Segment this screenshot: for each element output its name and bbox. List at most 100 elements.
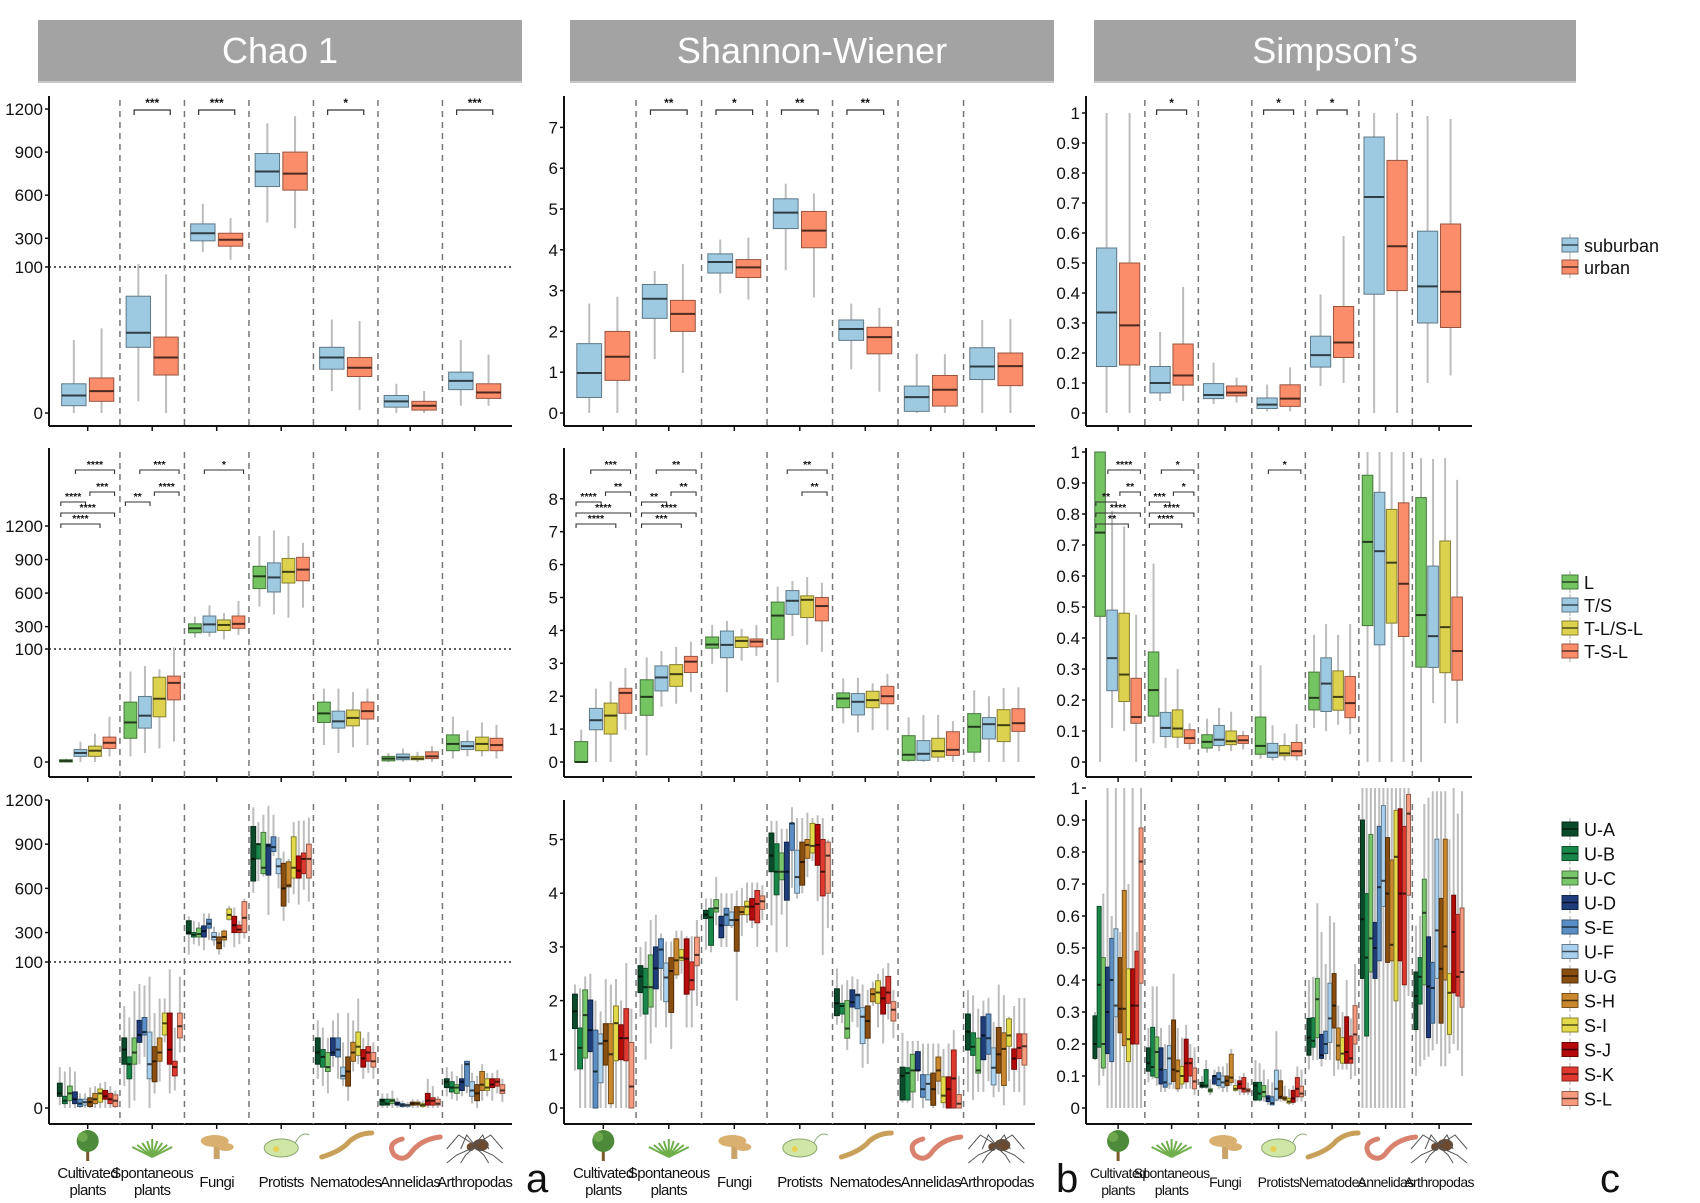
box-U-B — [1417, 957, 1423, 1005]
box-T-S-L — [1397, 502, 1410, 637]
box-suburban — [125, 295, 152, 348]
box-U-D — [980, 1016, 987, 1061]
box-U-C — [975, 1037, 982, 1074]
box-S-J — [295, 855, 302, 879]
box-S-E — [141, 1016, 148, 1036]
significance-label: * — [1176, 459, 1181, 471]
box-T-S-L — [1290, 741, 1303, 757]
box-U-B — [1310, 1017, 1316, 1048]
box-S-E — [920, 1074, 926, 1098]
box-T/S — [1266, 742, 1279, 758]
box-U-A — [768, 832, 775, 873]
significance-bracket — [640, 512, 697, 517]
box-L — [1147, 651, 1160, 717]
box-suburban — [1416, 230, 1439, 324]
x-category-label: Nematodes — [310, 1174, 381, 1191]
box-S-K — [819, 839, 826, 897]
significance-bracket — [133, 109, 171, 115]
box-S-L — [759, 895, 766, 910]
box-T/S — [1213, 724, 1225, 747]
significance-bracket — [1095, 512, 1141, 517]
y-tick-label: 600 — [15, 879, 43, 898]
box-S-L — [1406, 793, 1412, 896]
nematode-body — [1305, 1130, 1361, 1160]
y-tick-label: 0.1 — [1056, 1067, 1080, 1086]
protist-nucleus — [791, 1146, 798, 1152]
box-U-G — [151, 1046, 158, 1083]
box-U-F — [990, 1047, 997, 1086]
box-L — [705, 636, 720, 649]
box-U-C — [778, 852, 785, 881]
box-U-G — [1278, 1080, 1284, 1099]
box-S-I — [744, 900, 750, 916]
spider-leg — [474, 1146, 504, 1164]
x-category-label: plants — [1155, 1182, 1189, 1198]
box-suburban — [1363, 136, 1385, 295]
tree-icon — [592, 1130, 615, 1161]
box-S-E — [592, 1029, 599, 1109]
box-U-A — [185, 920, 192, 935]
box-S-L — [1459, 907, 1465, 1008]
box-urban — [88, 377, 115, 402]
significance-bracket — [655, 469, 697, 474]
box-S-I — [940, 1076, 947, 1104]
box-urban — [866, 326, 893, 355]
significance-bracket — [590, 469, 632, 474]
x-category-label: Fungi — [1209, 1174, 1242, 1190]
box-U-A — [250, 826, 257, 882]
grass-icon — [131, 1139, 173, 1158]
box-U-B — [839, 1002, 846, 1015]
y-tick-label: 0.7 — [1056, 194, 1080, 213]
box-S-J — [1344, 1016, 1350, 1064]
significance-label: **** — [72, 513, 89, 525]
box-urban — [1225, 385, 1248, 397]
box-S-H — [1000, 1032, 1007, 1086]
spider-icon — [967, 1134, 1025, 1164]
box-S-K — [1348, 1035, 1354, 1064]
box-S-H — [1442, 838, 1448, 981]
legend-label: S-H — [1584, 992, 1615, 1012]
x-category-label: Arthropodas — [959, 1174, 1034, 1191]
y-tick-label: 0.5 — [1056, 598, 1080, 617]
grass-icon — [648, 1139, 690, 1158]
spider-leg — [967, 1134, 997, 1150]
mushroom-stem — [731, 1143, 738, 1159]
box-S-I — [613, 1005, 619, 1062]
mushroom-cap-small — [1226, 1143, 1243, 1151]
y-tick-label: 0 — [34, 753, 43, 772]
grass-blade — [151, 1146, 173, 1158]
y-tick-label: 0.6 — [1056, 907, 1080, 926]
significance-label: *** — [96, 481, 109, 493]
significance-label: * — [1330, 96, 1335, 110]
y-tick-label: 0 — [1071, 1099, 1080, 1118]
significance-bracket — [74, 469, 116, 474]
spider-leg — [996, 1146, 1025, 1164]
box-U-B — [773, 843, 780, 896]
nematode-icon — [838, 1130, 894, 1160]
box-S-H — [738, 906, 745, 916]
significance-label: ** — [810, 481, 819, 493]
box-S-H — [673, 938, 680, 976]
box-urban — [997, 352, 1024, 387]
box-S-L — [370, 1052, 377, 1068]
box-U-G — [1171, 1019, 1177, 1082]
box-U-F — [663, 962, 670, 1003]
significance-label: **** — [1157, 513, 1174, 525]
box-U-C — [324, 1052, 331, 1073]
spider-leg — [1424, 1134, 1440, 1150]
x-category-label: Fungi — [717, 1174, 752, 1191]
x-category-label: Cultivated — [1090, 1165, 1146, 1181]
nematode-body — [319, 1130, 375, 1160]
box-U-B — [1257, 1081, 1263, 1101]
y-tick-label: 0.2 — [1056, 344, 1080, 363]
box-U-F — [1380, 805, 1386, 907]
box-S-I — [290, 836, 297, 879]
box-U-D — [136, 1019, 143, 1043]
significance-bracket — [1263, 109, 1295, 115]
y-tick-label: 4 — [549, 241, 558, 260]
significance-bracket — [780, 109, 819, 115]
y-tick-label: 2 — [549, 322, 558, 341]
box-suburban — [838, 319, 865, 341]
